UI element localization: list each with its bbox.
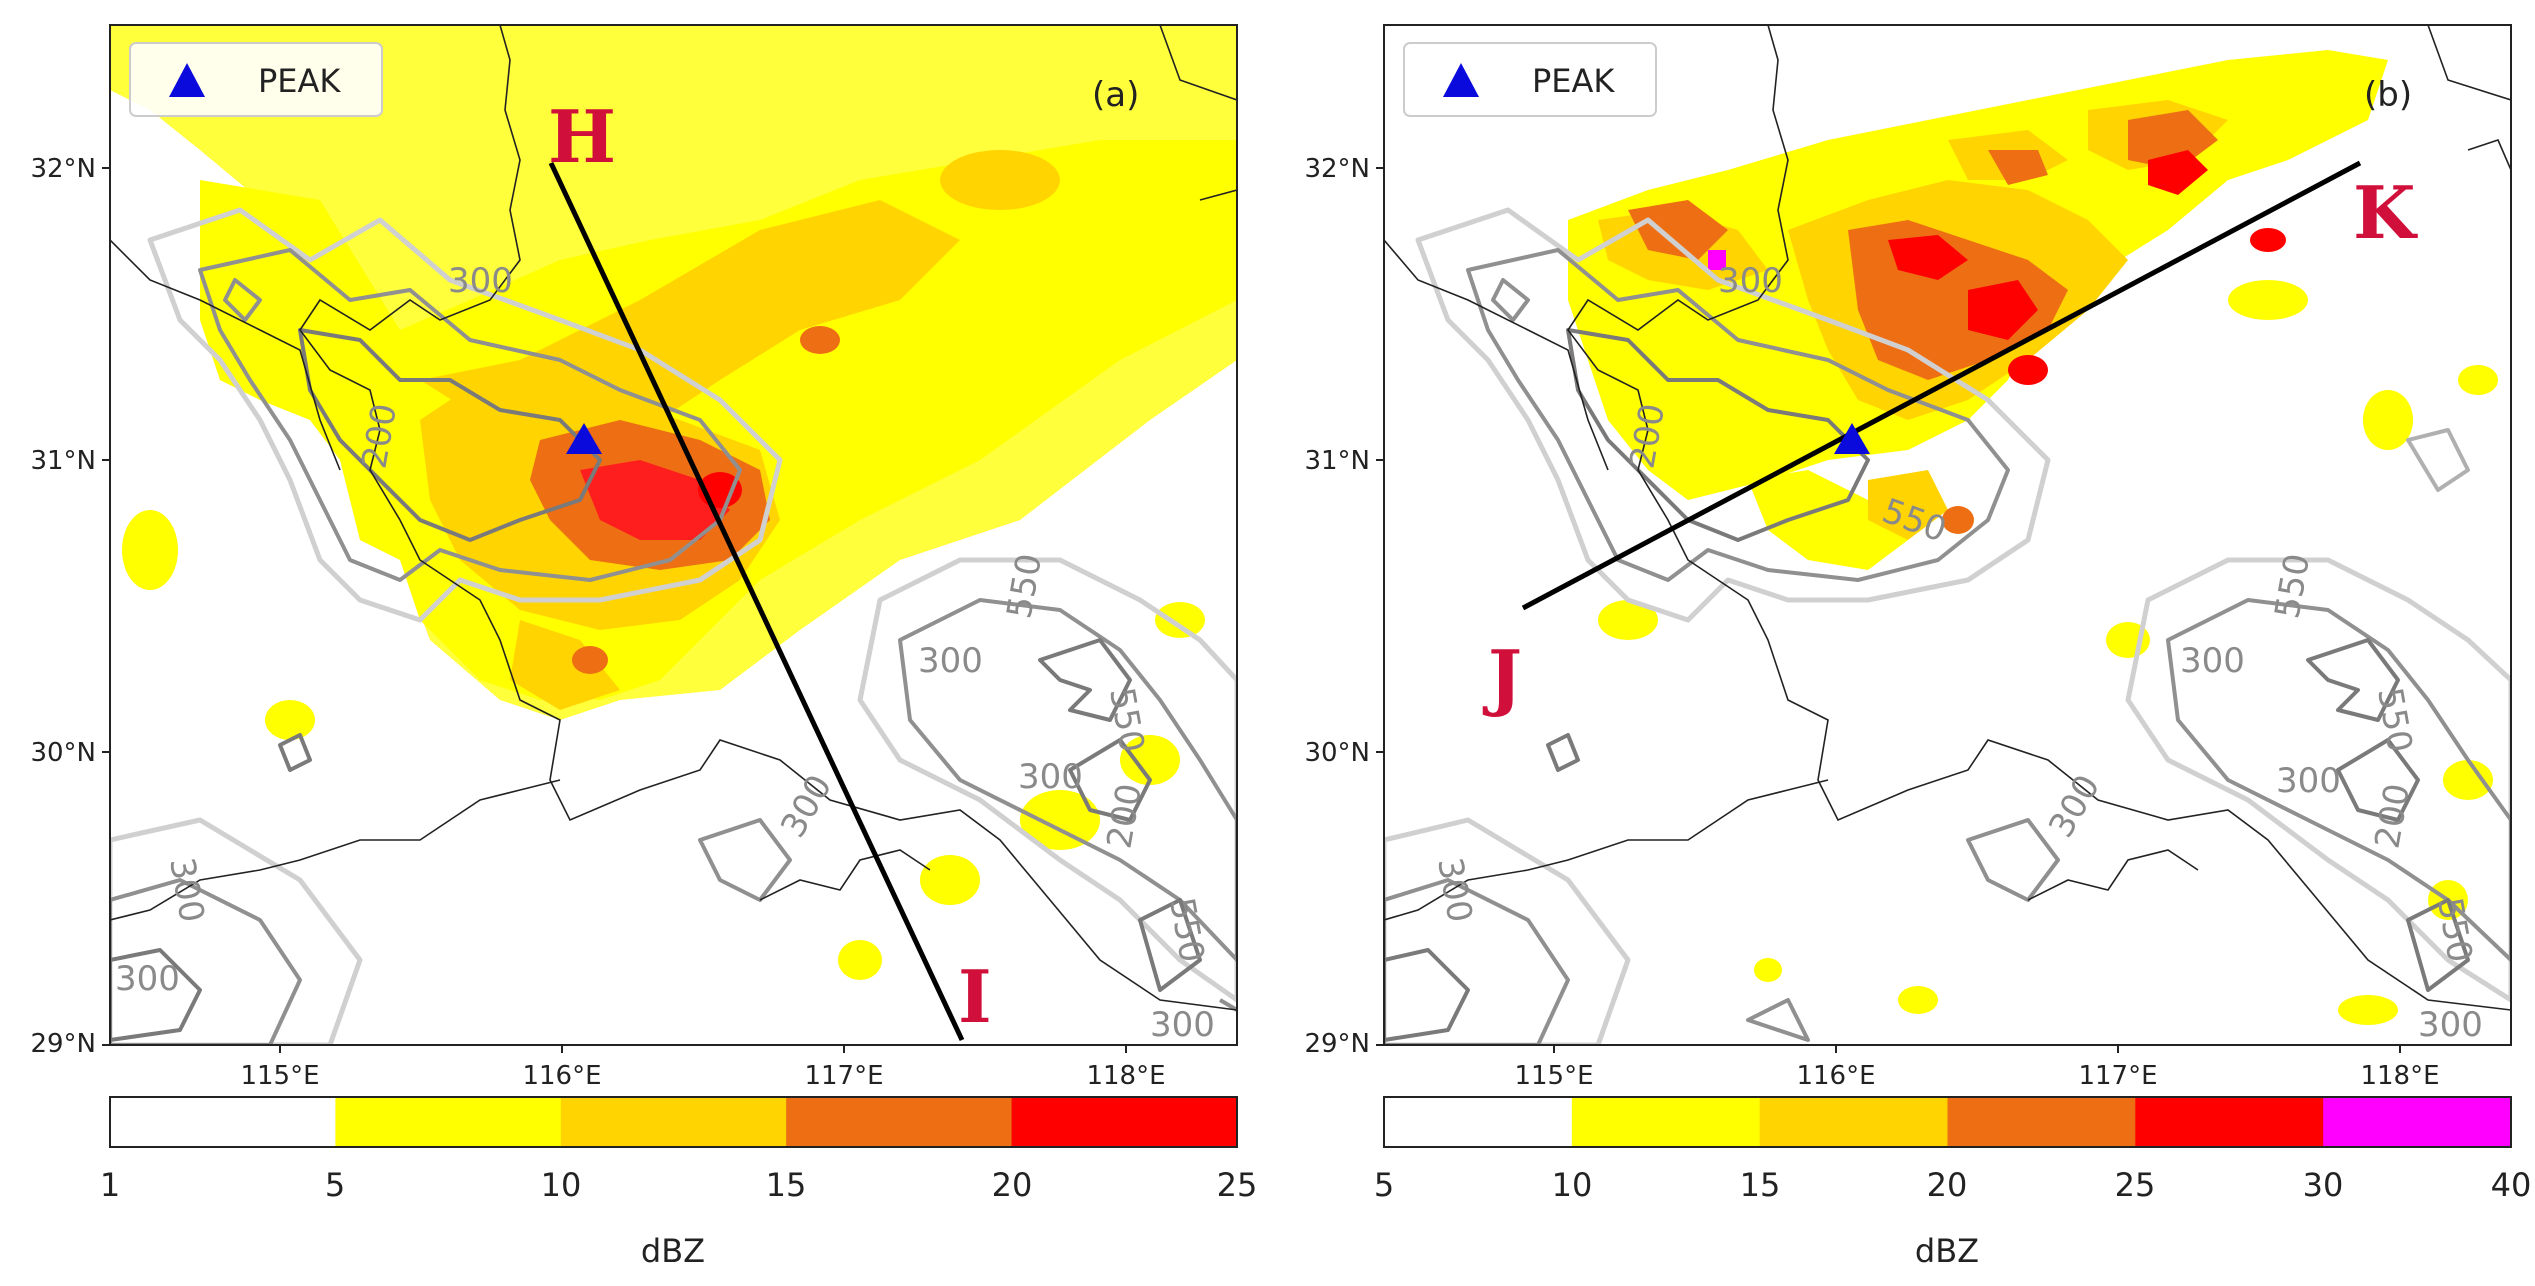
lon-tick-label: 116°E bbox=[522, 1061, 601, 1091]
peak-marker-icon bbox=[566, 423, 602, 454]
panel-a: 300 300 300 550 300 550 300 300 550 300 … bbox=[30, 24, 1258, 1270]
contour-label: 300 bbox=[115, 959, 180, 999]
contour-label: 300 bbox=[448, 261, 513, 301]
colorbar-tick-label: 40 bbox=[2491, 1166, 2532, 1204]
lat-tick-label: 31°N bbox=[30, 446, 96, 476]
section-start-label: J bbox=[1482, 634, 1522, 719]
legend-label: PEAK bbox=[1532, 62, 1615, 100]
colorbar-tick-label: 20 bbox=[992, 1166, 1033, 1204]
lat-tick-label: 29°N bbox=[30, 1029, 96, 1059]
colorbar-segment bbox=[2135, 1097, 2324, 1147]
colorbar-tick-label: 15 bbox=[766, 1166, 807, 1204]
legend-b: PEAK bbox=[1403, 42, 1657, 117]
colorbar-tick-label: 25 bbox=[2115, 1166, 2156, 1204]
reflectivity-b-extreme bbox=[1708, 250, 1726, 270]
colorbar-segment bbox=[2323, 1097, 2512, 1147]
lat-tick-label: 31°N bbox=[1304, 446, 1370, 476]
legend-triangle-icon bbox=[1443, 63, 1479, 97]
lon-tick-label: 115°E bbox=[240, 1061, 319, 1091]
contour-label: 300 bbox=[2276, 761, 2341, 801]
contour-label: 300 bbox=[1150, 1005, 1215, 1045]
section-start-label: H bbox=[548, 94, 616, 179]
map-frame-b bbox=[1383, 24, 2512, 1046]
lat-tick-label: 32°N bbox=[1304, 154, 1370, 184]
colorbar-segment bbox=[560, 1097, 787, 1147]
lon-ticks-b: 115°E 116°E 117°E 118°E bbox=[1514, 1045, 2440, 1091]
lon-tick-label: 117°E bbox=[2078, 1061, 2157, 1091]
section-line-a bbox=[548, 161, 965, 1042]
panel-b: 300 550 300 550 550 300 300 300 550 300 … bbox=[1268, 0, 2535, 1286]
colorbar-segment bbox=[1759, 1097, 1948, 1147]
map-a-svg: 300 300 300 550 300 550 300 300 550 300 … bbox=[30, 24, 1258, 1270]
panel-label: (a) bbox=[1092, 75, 1139, 115]
colorbar-segment bbox=[786, 1097, 1013, 1147]
lat-ticks-b: 32°N 31°N 30°N 29°N bbox=[1304, 154, 1384, 1059]
colorbar-tick-label: 1 bbox=[100, 1166, 120, 1204]
colorbar-segments bbox=[1384, 1097, 2512, 1147]
reflectivity-b-intense bbox=[1888, 150, 2286, 385]
legend-triangle-icon bbox=[169, 63, 205, 97]
reflectivity-b-heavy bbox=[1628, 110, 2218, 534]
colorbar-tick-label: 10 bbox=[1552, 1166, 1593, 1204]
contour-label: 300 bbox=[1718, 261, 1783, 301]
colorbar-tick-label: 15 bbox=[1740, 1166, 1781, 1204]
lon-ticks-a: 115°E 116°E 117°E 118°E bbox=[240, 1045, 1166, 1091]
colorbar-a: 1 5 10 15 20 25 dBZ bbox=[100, 1096, 1258, 1270]
colorbar-tick-label: 5 bbox=[325, 1166, 345, 1204]
colorbar-segments bbox=[110, 1097, 1238, 1147]
map-b-svg: 300 550 300 550 550 300 300 300 550 300 … bbox=[1304, 24, 2532, 1270]
legend-a: PEAK bbox=[129, 42, 383, 117]
lon-tick-label: 118°E bbox=[2360, 1061, 2439, 1091]
colorbar-segment bbox=[1011, 1097, 1238, 1147]
colorbar-label: dBZ bbox=[641, 1232, 705, 1270]
lon-tick-label: 115°E bbox=[1514, 1061, 1593, 1091]
colorbar-segment bbox=[1947, 1097, 2136, 1147]
colorbar-segment bbox=[335, 1097, 562, 1147]
section-end-label: I bbox=[958, 954, 992, 1039]
legend-label: PEAK bbox=[258, 62, 341, 100]
lat-tick-label: 30°N bbox=[30, 738, 96, 768]
colorbar-ticks: 5 10 15 20 25 30 40 bbox=[1374, 1166, 2532, 1204]
lon-tick-label: 117°E bbox=[804, 1061, 883, 1091]
colorbar-tick-label: 30 bbox=[2303, 1166, 2344, 1204]
colorbar-tick-label: 5 bbox=[1374, 1166, 1394, 1204]
lat-tick-label: 32°N bbox=[30, 154, 96, 184]
contour-label: 300 bbox=[2180, 641, 2245, 681]
contour-label: 300 bbox=[2418, 1005, 2483, 1045]
lat-ticks-a: 32°N 31°N 30°N 29°N bbox=[30, 154, 110, 1059]
terrain-contours-b bbox=[1384, 207, 2511, 1045]
section-end-label: K bbox=[2353, 170, 2418, 255]
lat-tick-label: 29°N bbox=[1304, 1029, 1370, 1059]
terrain-contours-a bbox=[110, 207, 1237, 1045]
boundaries-a bbox=[110, 25, 1237, 1011]
colorbar-ticks: 1 5 10 15 20 25 bbox=[100, 1166, 1258, 1204]
section-line-b bbox=[1521, 160, 2362, 611]
colorbar-label: dBZ bbox=[1915, 1232, 1979, 1270]
colorbar-segment bbox=[1571, 1097, 1761, 1147]
colorbar-tick-label: 10 bbox=[541, 1166, 582, 1204]
colorbar-tick-label: 20 bbox=[1927, 1166, 1968, 1204]
colorbar-segment bbox=[110, 1097, 336, 1147]
map-a-content: 300 300 300 550 300 550 300 300 550 300 … bbox=[110, 25, 1237, 1045]
colorbar-tick-label: 25 bbox=[1217, 1166, 1258, 1204]
colorbar-b: 5 10 15 20 25 30 40 dBZ bbox=[1374, 1096, 2532, 1270]
peak-marker-icon bbox=[1834, 423, 1870, 454]
map-frame-a bbox=[109, 24, 1238, 1046]
boundaries-b bbox=[1384, 25, 2511, 1011]
contour-label: 300 bbox=[918, 641, 983, 681]
panel-label: (b) bbox=[2364, 75, 2412, 115]
colorbar-segment bbox=[1384, 1097, 1573, 1147]
contour-label: 300 bbox=[1018, 757, 1083, 797]
lon-tick-label: 118°E bbox=[1086, 1061, 1165, 1091]
lon-tick-label: 116°E bbox=[1796, 1061, 1875, 1091]
lat-tick-label: 30°N bbox=[1304, 738, 1370, 768]
